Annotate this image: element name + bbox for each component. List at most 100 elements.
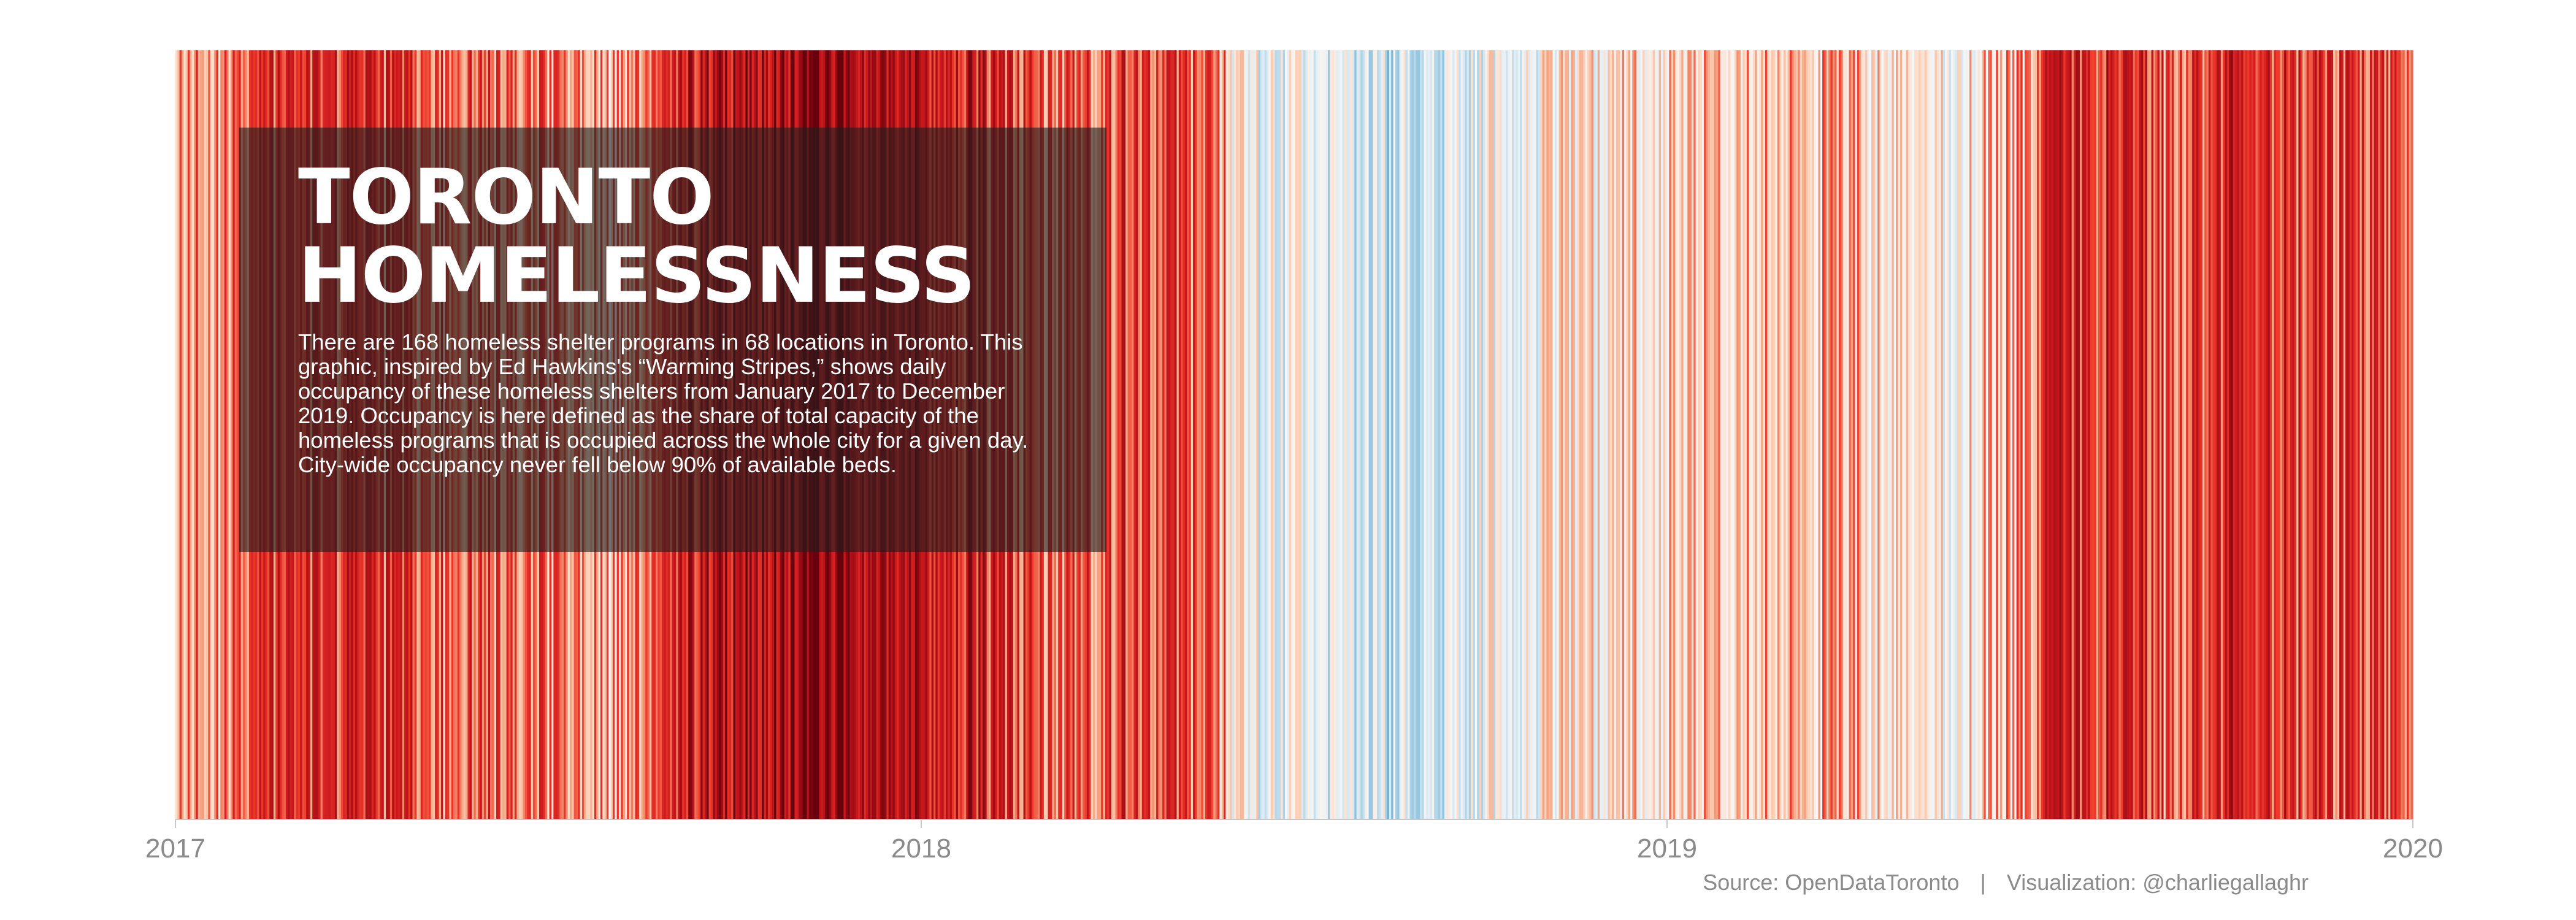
stripe: [1961, 50, 1964, 819]
stripe: [1955, 50, 1958, 819]
stripe: [1701, 50, 1704, 819]
stripe: [226, 50, 229, 819]
stripe: [1920, 50, 1923, 819]
stripe: [2206, 50, 2209, 819]
stripe: [1612, 50, 1614, 819]
stripe: [2204, 50, 2207, 819]
stripe: [1795, 50, 1798, 819]
stripe: [212, 50, 215, 819]
stripe: [1575, 50, 1578, 819]
stripe: [1926, 50, 1930, 819]
stripe: [1520, 50, 1523, 819]
stripe: [1904, 50, 1907, 819]
stripe: [1718, 50, 1721, 819]
stripe: [1569, 50, 1572, 819]
stripe: [2131, 50, 2134, 819]
stripe: [2212, 50, 2215, 819]
stripe: [2229, 50, 2232, 819]
stripe: [1738, 50, 1741, 819]
stripe: [2133, 50, 2136, 819]
stripe: [1495, 50, 1498, 819]
stripe: [1297, 50, 1300, 819]
stripe: [1144, 50, 1147, 819]
stripe: [1814, 50, 1817, 819]
stripe: [1158, 50, 1161, 819]
stripe: [2384, 50, 2387, 819]
stripe: [2225, 50, 2228, 819]
stripe: [2165, 50, 2168, 819]
stripe: [175, 50, 178, 819]
stripe: [1887, 50, 1890, 819]
stripe: [1834, 50, 1838, 819]
stripe: [1154, 50, 1157, 819]
stripe: [2306, 50, 2309, 819]
stripe: [2016, 50, 2019, 819]
stripe: [214, 50, 217, 819]
stripe: [232, 50, 236, 819]
stripe: [1213, 50, 1216, 819]
stripe: [1319, 50, 1322, 819]
stripe: [1877, 50, 1880, 819]
stripe: [1187, 50, 1190, 819]
stripe: [2220, 50, 2223, 819]
stripe: [1428, 50, 1431, 819]
stripe: [1826, 50, 1829, 819]
stripe: [1885, 50, 1888, 819]
stripe: [1644, 50, 1647, 819]
stripe: [1281, 50, 1284, 819]
stripe: [1190, 50, 1194, 819]
stripe: [196, 50, 199, 819]
stripe: [1119, 50, 1122, 819]
stripe: [1497, 50, 1500, 819]
stripe: [2102, 50, 2105, 819]
stripe: [2394, 50, 2397, 819]
stripe: [1573, 50, 1576, 819]
stripe: [1199, 50, 1202, 819]
stripe: [1175, 50, 1178, 819]
stripe: [1867, 50, 1870, 819]
stripe: [2037, 50, 2039, 819]
stripe: [1769, 50, 1772, 819]
stripe: [2231, 50, 2234, 819]
stripe: [2343, 50, 2346, 819]
stripe: [228, 50, 231, 819]
stripe: [2169, 50, 2172, 819]
stripe: [2309, 50, 2312, 819]
stripe: [1217, 50, 1220, 819]
stripe: [2177, 50, 2180, 819]
stripe: [2069, 50, 2072, 819]
stripe: [1465, 50, 1468, 819]
stripe: [1508, 50, 1511, 819]
stripe: [2390, 50, 2393, 819]
stripe: [1459, 50, 1462, 819]
stripe: [2260, 50, 2263, 819]
stripe: [1129, 50, 1132, 819]
stripe: [2065, 50, 2068, 819]
stripe: [2175, 50, 2179, 819]
stripe: [2359, 50, 2363, 819]
stripe: [2155, 50, 2158, 819]
stripe: [2004, 50, 2007, 819]
stripe: [1709, 50, 1712, 819]
stripe: [1544, 50, 1547, 819]
stripe: [2392, 50, 2395, 819]
stripe: [1493, 50, 1496, 819]
stripe: [2208, 50, 2211, 819]
stripe: [1634, 50, 1637, 819]
stripe: [1816, 50, 1819, 819]
stripe: [1528, 50, 1531, 819]
stripe: [2251, 50, 2254, 819]
stripe: [2051, 50, 2054, 819]
stripe: [1138, 50, 1141, 819]
stripe: [1193, 50, 1196, 819]
stripe: [2077, 50, 2080, 819]
stripe: [1912, 50, 1915, 819]
stripe: [1640, 50, 1643, 819]
stripe: [230, 50, 233, 819]
stripe: [2253, 50, 2256, 819]
stripe: [2257, 50, 2260, 819]
stripe: [1436, 50, 1439, 819]
stripe: [1107, 50, 1110, 819]
stripe: [2329, 50, 2332, 819]
stripe: [1430, 50, 1433, 819]
